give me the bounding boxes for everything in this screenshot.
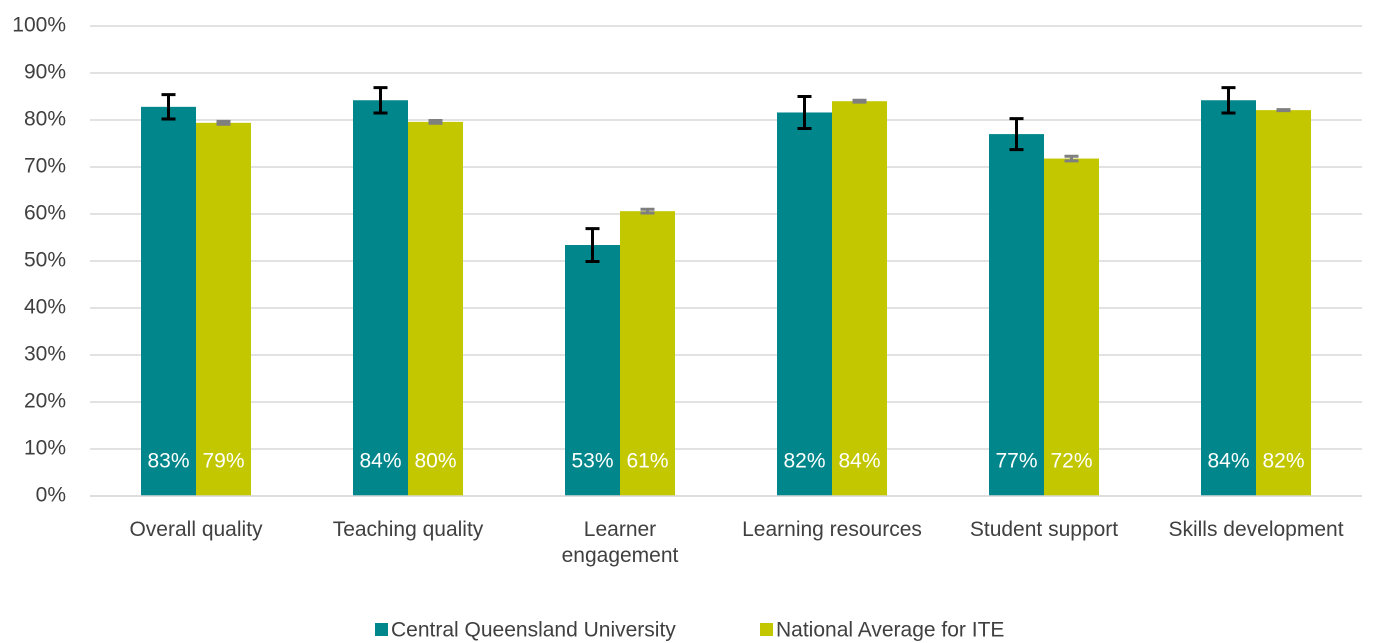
y-tick-label: 0% — [36, 484, 66, 507]
error-bar — [1009, 117, 1024, 152]
y-tick-label: 10% — [24, 437, 66, 460]
y-tick-label: 30% — [24, 343, 66, 366]
data-label: 83% — [147, 450, 189, 473]
bar — [1256, 110, 1311, 496]
y-tick-label: 20% — [24, 390, 66, 413]
error-bar — [1221, 86, 1236, 115]
legend-label: National Average for ITE — [776, 619, 1004, 642]
error-bar — [852, 98, 867, 104]
bar — [777, 112, 832, 496]
data-label: 72% — [1050, 450, 1092, 473]
y-tick-label: 50% — [24, 249, 66, 272]
legend-swatch — [375, 623, 388, 636]
legend-label: Central Queensland University — [391, 619, 676, 642]
data-label: 84% — [838, 450, 880, 473]
legend-swatch — [760, 623, 773, 636]
bar — [408, 121, 463, 496]
y-tick-label: 80% — [24, 108, 66, 131]
bar — [832, 101, 887, 496]
data-label: 79% — [202, 450, 244, 473]
x-tick-label: Learning resources — [742, 518, 922, 541]
bar — [565, 245, 620, 496]
data-label: 82% — [1262, 450, 1304, 473]
data-label: 82% — [783, 450, 825, 473]
x-tick-label: Teaching quality — [332, 518, 484, 541]
x-tick-label: Skills development — [1168, 518, 1344, 541]
y-tick-label: 70% — [24, 155, 66, 178]
bar — [1044, 158, 1099, 497]
error-bar — [797, 95, 812, 130]
error-bar — [585, 227, 600, 263]
y-tick-label: 60% — [24, 202, 66, 225]
bar — [989, 134, 1044, 496]
data-label: 80% — [414, 450, 456, 473]
x-tick-label: Student support — [969, 518, 1119, 541]
error-bar — [1064, 154, 1079, 163]
error-bar — [640, 207, 655, 215]
error-bar — [1276, 108, 1291, 113]
data-label: 84% — [359, 450, 401, 473]
error-bar — [428, 118, 443, 125]
bar — [196, 122, 251, 496]
data-label: 53% — [571, 450, 613, 473]
bar — [620, 211, 675, 496]
error-bar — [161, 93, 176, 121]
y-tick-label: 100% — [12, 14, 66, 37]
data-label: 77% — [995, 450, 1037, 473]
error-bar — [373, 86, 388, 115]
y-tick-label: 40% — [24, 296, 66, 319]
x-tick-label: Learner engagement — [561, 518, 679, 567]
bar — [141, 106, 196, 496]
data-label: 61% — [626, 450, 668, 473]
bar — [353, 100, 408, 496]
data-label: 84% — [1207, 450, 1249, 473]
x-tick-label: Overall quality — [129, 518, 263, 541]
bar — [1201, 100, 1256, 496]
error-bar — [216, 119, 231, 126]
y-tick-label: 90% — [24, 61, 66, 84]
